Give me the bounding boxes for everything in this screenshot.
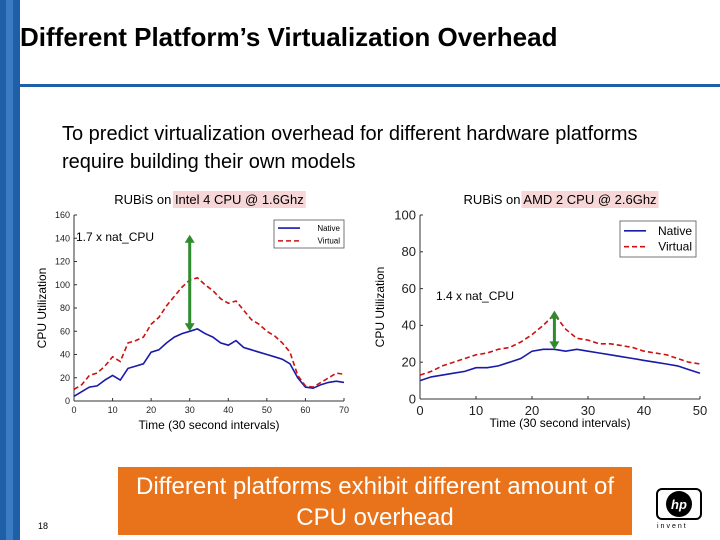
y-tick-label: 140 [55,233,70,243]
y-tick-label: 60 [402,281,416,296]
y-tick-label: 40 [402,318,416,333]
series-line-virtual [73,276,345,391]
series-line-native [73,328,345,397]
y-tick-label: 40 [60,350,70,360]
title-divider [20,84,720,87]
x-tick-label: 10 [469,403,483,418]
y-tick-label: 160 [55,210,70,220]
legend-label-native: Native [658,224,692,238]
x-tick-label: 50 [693,403,707,418]
y-tick-label: 120 [55,257,70,267]
y-tick-label: 100 [394,207,416,222]
slide-number: 18 [38,521,49,531]
x-tick-label: 20 [146,405,156,415]
chart-title: RUBiS on Intel 4 CPU @ 1.6Ghz [114,192,304,207]
amd-chart: RUBiS on AMD 2 CPU @ 2.6Ghz 0 10 20 30 40 50 0 2… [373,191,707,430]
legend-label-native: Native [317,224,340,233]
overhead-arrow-head-bottom [184,323,195,332]
series-line-native [419,348,701,382]
series-line-virtual [419,313,701,376]
chart-title-prefix: RUBiS on [114,192,175,207]
chart-title-platform: AMD 2 CPU @ 2.6Ghz [523,192,656,207]
y-tick-label: 20 [60,373,70,383]
x-tick-label: 50 [262,405,272,415]
overhead-annotation: 1.7 x nat_CPU [76,230,154,244]
x-tick-label: 20 [525,403,539,418]
legend-label-virtual: Virtual [658,240,692,254]
legend-label-virtual: Virtual [317,237,340,246]
y-tick-label: 20 [402,355,416,370]
hp-logo: hp [656,488,702,520]
y-axis-label: CPU Utilization [373,267,387,348]
chart-title-highlight [521,191,659,208]
y-tick-label: 100 [55,280,70,290]
x-tick-label: 0 [416,403,423,418]
legend-box [619,220,697,258]
y-axis-label: CPU Utilization [35,268,49,349]
chart-title: RUBiS on AMD 2 CPU @ 2.6Ghz [463,192,656,207]
x-tick-label: 60 [300,405,310,415]
x-tick-label: 40 [637,403,651,418]
x-tick-label: 30 [185,405,195,415]
overhead-arrow-head-bottom [549,341,560,350]
x-tick-label: 70 [339,405,349,415]
overhead-arrow-head-top [184,234,195,243]
chart-title-prefix: RUBiS on [463,192,523,207]
left-accent-stripe [6,0,13,540]
overhead-annotation: 1.4 x nat_CPU [436,289,514,303]
y-tick-label: 60 [60,326,70,336]
overhead-arrow-head-top [549,310,560,319]
x-tick-label: 0 [71,405,76,415]
x-tick-label: 10 [108,405,118,415]
x-axis-label: Time (30 second intervals) [490,416,631,430]
chart-title-platform: Intel 4 CPU @ 1.6Ghz [175,192,304,207]
chart-title-highlight [172,191,306,208]
y-tick-label: 80 [402,244,416,259]
y-tick-label: 80 [60,303,70,313]
hp-logo-word: invent [657,523,688,530]
x-tick-label: 40 [223,405,233,415]
x-axis-label: Time (30 second intervals) [139,418,280,432]
left-accent-bar [0,0,20,540]
x-tick-label: 30 [581,403,595,418]
y-tick-label: 0 [409,391,416,406]
y-tick-label: 0 [65,396,70,406]
legend-box [273,219,345,249]
slide-title: Different Platform’s Virtualization Over… [20,22,558,52]
callout-box: Different platforms exhibit different am… [118,467,632,535]
intel-chart: RUBiS on Intel 4 CPU @ 1.6Ghz 0 10 20 30 40 50… [35,191,349,432]
slide-subtitle: To predict virtualization overhead for d… [62,123,638,173]
hp-logo-mark: hp [666,491,692,517]
